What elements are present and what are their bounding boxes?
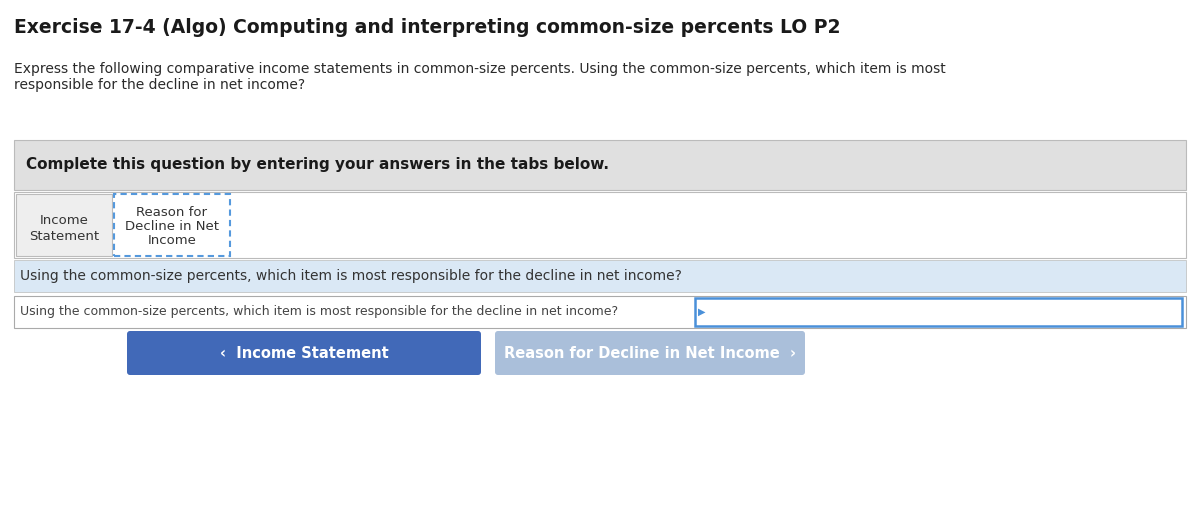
Bar bbox=[16, 194, 112, 256]
Text: Express the following comparative income statements in common-size percents. Usi: Express the following comparative income… bbox=[14, 62, 946, 76]
Bar bbox=[14, 296, 1186, 328]
Text: Complete this question by entering your answers in the tabs below.: Complete this question by entering your … bbox=[26, 157, 610, 172]
Text: Exercise 17-4 (Algo) Computing and interpreting common-size percents LO P2: Exercise 17-4 (Algo) Computing and inter… bbox=[14, 18, 840, 37]
Text: Reason for Decline in Net Income  ›: Reason for Decline in Net Income › bbox=[504, 346, 796, 360]
Text: Using the common-size percents, which item is most responsible for the decline i: Using the common-size percents, which it… bbox=[20, 305, 618, 319]
Bar bbox=[695, 298, 1182, 326]
FancyBboxPatch shape bbox=[496, 331, 805, 375]
Text: responsible for the decline in net income?: responsible for the decline in net incom… bbox=[14, 78, 305, 92]
Bar bbox=[14, 140, 1186, 190]
Text: Using the common-size percents, which item is most responsible for the decline i: Using the common-size percents, which it… bbox=[20, 269, 682, 283]
Text: ‹  Income Statement: ‹ Income Statement bbox=[220, 346, 389, 360]
Text: Decline in Net: Decline in Net bbox=[125, 219, 220, 233]
Bar bbox=[14, 192, 1186, 258]
Text: Reason for: Reason for bbox=[137, 206, 208, 218]
Text: Statement: Statement bbox=[29, 229, 100, 243]
Bar bbox=[114, 194, 230, 256]
Bar bbox=[14, 260, 1186, 292]
Text: Income: Income bbox=[148, 234, 197, 246]
Text: Income: Income bbox=[40, 214, 89, 226]
Text: ▶: ▶ bbox=[698, 307, 706, 317]
FancyBboxPatch shape bbox=[127, 331, 481, 375]
